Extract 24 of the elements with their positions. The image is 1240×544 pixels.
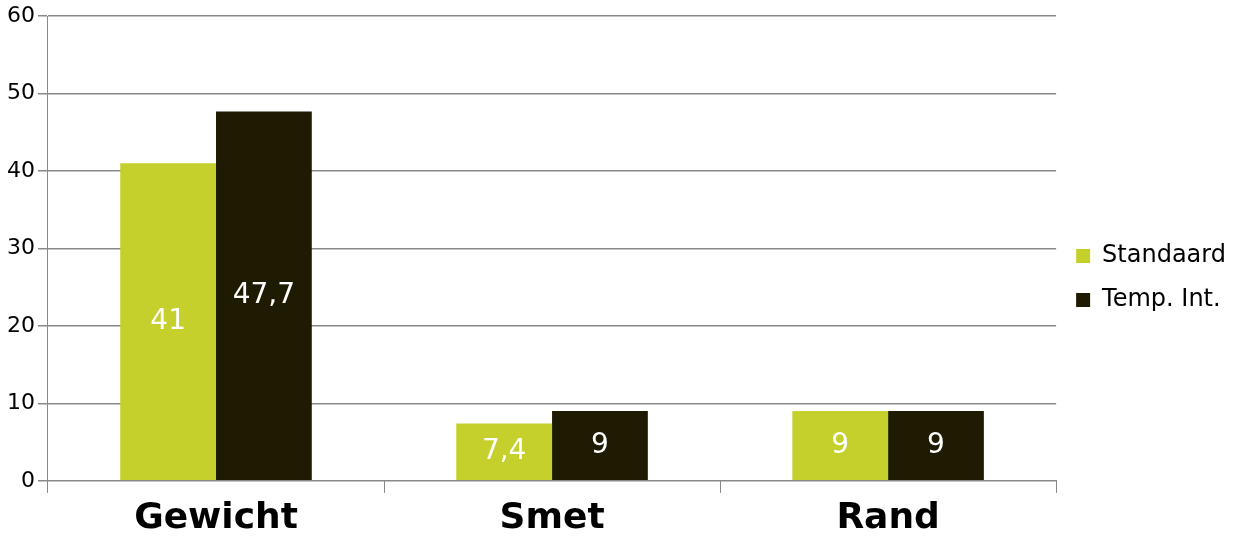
x-tick-label: Smet xyxy=(499,494,605,536)
data-label: 9 xyxy=(927,426,945,460)
data-label: 41 xyxy=(150,302,186,336)
bar xyxy=(888,411,984,481)
x-tick-label: Rand xyxy=(836,494,940,536)
y-tick-label: 0 xyxy=(20,466,35,492)
data-label: 9 xyxy=(831,426,850,460)
y-tick-label: 10 xyxy=(6,389,35,415)
legend-label: Temp. Int. xyxy=(1101,284,1221,313)
data-label: 9 xyxy=(591,426,609,460)
bar xyxy=(792,411,889,481)
data-label: 47,7 xyxy=(232,277,296,311)
y-tick-label: 30 xyxy=(6,234,35,260)
y-tick-label: 60 xyxy=(6,1,35,27)
bar xyxy=(216,111,312,481)
bar xyxy=(120,163,217,481)
x-tick-label: Gewicht xyxy=(134,494,298,536)
y-tick-label: 40 xyxy=(6,156,35,182)
data-label: 7,4 xyxy=(481,433,527,467)
legend-label: Standaard xyxy=(1102,240,1226,269)
bar xyxy=(552,411,648,481)
y-tick-label: 50 xyxy=(6,79,35,105)
y-tick-label: 20 xyxy=(6,311,35,337)
bar xyxy=(456,423,553,481)
